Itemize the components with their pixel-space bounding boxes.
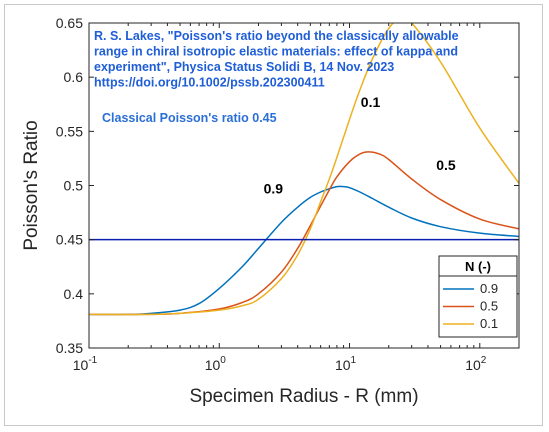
- citation-line: experiment", Physica Status Solidi B, 14…: [94, 60, 394, 74]
- y-tick-label: 0.65: [56, 15, 83, 31]
- x-axis-label: Specimen Radius - R (mm): [189, 386, 418, 407]
- legend-title: N (-): [465, 259, 491, 274]
- y-tick-label: 0.6: [64, 69, 84, 85]
- figure-frame: [4, 4, 543, 426]
- y-tick-label: 0.45: [56, 232, 83, 248]
- legend-entry-label: 0.9: [480, 281, 498, 296]
- x-tick-label: 102: [465, 355, 487, 373]
- series-line-0-5: [89, 151, 519, 316]
- citation-block: R. S. Lakes, "Poisson's ratio beyond the…: [94, 29, 459, 90]
- curve-label-0-1: 0.1: [361, 94, 381, 110]
- curve-label-0-9: 0.9: [264, 181, 284, 197]
- y-tick-label: 0.55: [56, 123, 83, 139]
- series-line-0-1: [89, 23, 519, 316]
- curve-label-0-5: 0.5: [436, 157, 456, 173]
- y-tick-label: 0.4: [64, 286, 84, 302]
- series-line-0-9: [89, 185, 519, 316]
- reference-line-label: Classical Poisson's ratio 0.45: [102, 111, 277, 125]
- legend-entry-label: 0.1: [480, 316, 498, 331]
- citation-line: R. S. Lakes, "Poisson's ratio beyond the…: [94, 29, 459, 43]
- x-tick-label: 101: [335, 355, 357, 373]
- legend: N (-) 0.9 0.5 0.1: [438, 255, 518, 338]
- y-tick-label: 0.35: [56, 340, 83, 356]
- y-axis-label: Poisson's Ratio: [21, 120, 42, 250]
- y-tick-label: 0.5: [64, 178, 84, 194]
- citation-line: range in chiral isotropic elastic materi…: [94, 45, 458, 59]
- legend-entry-label: 0.5: [480, 299, 498, 314]
- x-tick-label: 100: [205, 355, 227, 373]
- citation-line: https://doi.org/10.1002/pssb.202300411: [94, 76, 325, 90]
- x-tick-label: 10-1: [73, 355, 98, 373]
